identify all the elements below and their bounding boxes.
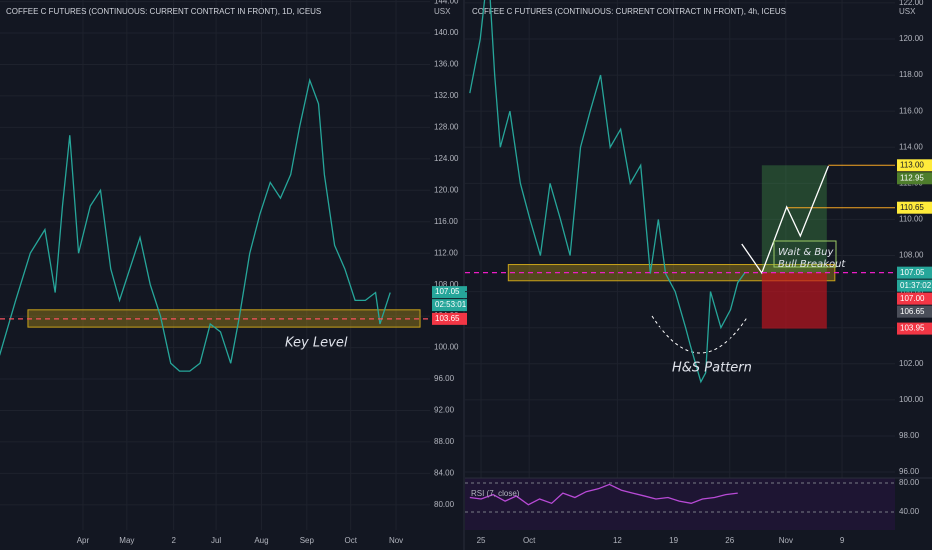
x-tick-label: 9 [840, 536, 845, 545]
x-tick-label: Jul [211, 536, 221, 545]
timer: 02:53:01 [435, 300, 467, 309]
price-marker-label: 107.00 [900, 294, 925, 303]
y-tick-label: 112.00 [434, 248, 458, 257]
unit: USX [899, 7, 916, 16]
rsi-pane [465, 478, 895, 530]
x-tick-label: 2 [171, 536, 176, 545]
timer-box [897, 279, 932, 292]
price-marker [897, 172, 932, 185]
timer-box [432, 299, 467, 312]
x-tick-label: Aug [254, 536, 268, 545]
note-text: Wait & Buy [778, 247, 835, 258]
price-marker [897, 159, 932, 172]
y-tick-label: 120.00 [899, 34, 924, 43]
note-text: Bull Breakout [778, 259, 846, 270]
projection-path [741, 165, 830, 275]
y-tick-label: 98.00 [899, 431, 920, 440]
y-tick-label: 80.00 [434, 500, 455, 509]
price-marker [897, 266, 932, 279]
x-tick-label: Oct [523, 536, 536, 545]
price-marker [432, 312, 467, 325]
price-marker-label: 107.05 [900, 268, 925, 277]
price-marker-label: 107.05 [435, 287, 460, 296]
y-tick-label: 92.00 [434, 406, 455, 415]
y-tick-label: 116.00 [434, 217, 458, 226]
price-marker-label: 112.95 [900, 173, 924, 182]
y-tick-label: 114.00 [899, 142, 923, 151]
x-tick-label: 25 [477, 536, 486, 545]
y-tick-label: 96.00 [899, 467, 920, 476]
price-line [469, 0, 746, 384]
x-tick-label: May [119, 536, 134, 545]
y-tick-label: 96.00 [434, 374, 455, 383]
y-tick-label: 132.00 [434, 91, 459, 100]
price-marker-label: 106.65 [900, 307, 925, 316]
price-marker [897, 322, 932, 335]
y-tick-label: 116.00 [899, 106, 923, 115]
x-tick-label: 19 [669, 536, 678, 545]
rsi-line [469, 483, 738, 506]
rsi-tick-label: 40.00 [899, 507, 920, 516]
y-tick-label: 100.00 [434, 343, 459, 352]
price-marker [897, 305, 932, 318]
y-tick-label: 88.00 [434, 437, 455, 446]
y-tick-label: 100.00 [899, 395, 924, 404]
price-marker-label: 110.65 [900, 203, 924, 212]
price-line [0, 77, 391, 372]
x-tick-label: Nov [389, 536, 403, 545]
annotation: H&S Pattern [672, 361, 752, 376]
y-tick-label: 120.00 [434, 185, 459, 194]
y-tick-label: 118.00 [899, 70, 923, 79]
x-tick-label: 26 [725, 536, 734, 545]
y-tick-label: 108.00 [899, 251, 924, 260]
rsi-tick-label: 80.00 [899, 478, 920, 487]
x-tick-label: Nov [779, 536, 793, 545]
chart-title: COFFEE C FUTURES (CONTINUOUS: CURRENT CO… [6, 7, 321, 16]
note-box [773, 240, 837, 268]
price-marker [897, 292, 932, 305]
y-tick-label: 140.00 [434, 28, 459, 37]
price-marker-label: 103.95 [900, 324, 925, 333]
hs-arc [651, 315, 749, 354]
price-marker-label: 103.65 [435, 314, 460, 323]
x-tick-label: 12 [613, 536, 622, 545]
x-tick-label: Apr [77, 536, 90, 545]
rsi-label: RSI (7, close) [471, 489, 520, 498]
y-tick-label: 144.00 [434, 0, 459, 6]
target-box [761, 165, 827, 273]
y-tick-label: 102.00 [899, 359, 924, 368]
chart-title: COFFEE C FUTURES (CONTINUOUS: CURRENT CO… [472, 7, 786, 16]
annotation: Key Level [285, 336, 348, 351]
price-marker [897, 201, 932, 214]
x-tick-label: Oct [344, 536, 357, 545]
unit: USX [434, 7, 451, 16]
price-marker-label: 113.00 [900, 160, 924, 169]
y-tick-label: 128.00 [434, 122, 459, 131]
x-tick-label: Sep [300, 536, 315, 545]
timer: 01:37:02 [900, 281, 932, 290]
y-tick-label: 124.00 [434, 154, 459, 163]
y-tick-label: 136.00 [434, 60, 459, 69]
y-tick-label: 84.00 [434, 468, 455, 477]
stop-box [761, 272, 827, 329]
y-tick-label: 108.00 [434, 280, 459, 289]
y-tick-label: 122.00 [899, 0, 924, 7]
y-tick-label: 110.00 [899, 215, 923, 224]
price-marker [432, 286, 467, 299]
